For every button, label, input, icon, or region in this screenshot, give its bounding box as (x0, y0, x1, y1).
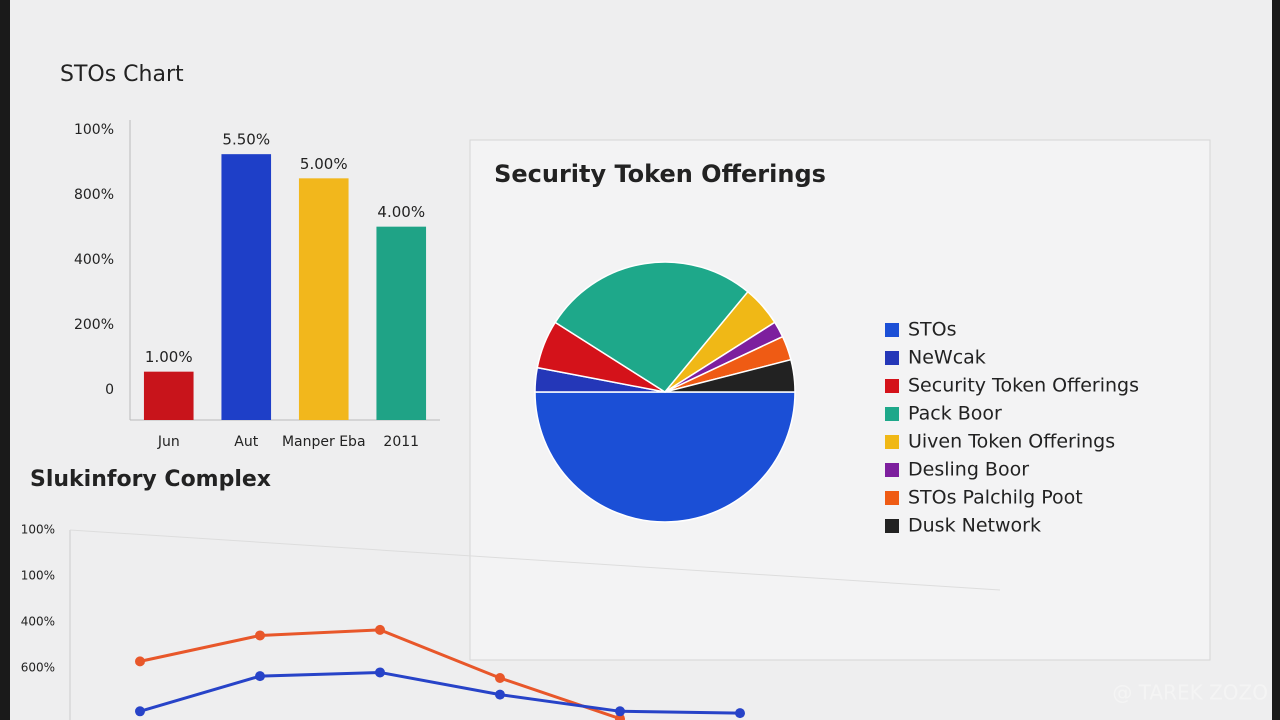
y-axis-label: 400% (21, 615, 55, 629)
line-point (615, 706, 625, 717)
bar (376, 226, 427, 420)
value-label: 4.00% (377, 203, 425, 221)
legend-swatch (885, 519, 899, 533)
pie-slice (664, 358, 796, 393)
legend-label: Pack Boor (908, 403, 1002, 425)
x-tick-label: Jun (157, 434, 180, 450)
legend-label: STOs (908, 319, 957, 341)
y-axis-label: 800% (74, 187, 114, 203)
legend-label: Uiven Token Offerings (908, 431, 1115, 453)
legend-swatch (885, 323, 899, 337)
line-point (495, 673, 505, 683)
chart-title: STOs Chart (60, 62, 184, 87)
legend-label: Dusk Network (908, 515, 1041, 537)
legend-swatch (885, 379, 899, 393)
line-point (255, 671, 265, 682)
line-point (375, 667, 385, 678)
chart-title: Slukinfory Complex (30, 467, 271, 492)
y-axis-label: 100% (21, 569, 55, 583)
watermark: @ TAREK ZOZO (1112, 681, 1268, 705)
chart-title: Security Token Offerings (494, 160, 826, 188)
legend-swatch (885, 407, 899, 421)
x-tick-label: Aut (234, 434, 258, 450)
value-label: 1.00% (145, 348, 193, 366)
line-point (735, 708, 745, 719)
bar (298, 178, 349, 420)
y-axis-label: 600% (21, 661, 55, 675)
line-series (139, 670, 741, 715)
x-tick-label: Manper Eba (282, 434, 366, 450)
legend-label: NeWcak (908, 347, 986, 369)
legend-swatch (885, 491, 899, 505)
pie-slice (554, 261, 749, 393)
y-axis-label: 200% (74, 317, 114, 333)
line-point (495, 689, 505, 700)
line-point (375, 624, 385, 635)
x-tick-label: 2011 (383, 434, 419, 450)
y-axis-label: 0 (105, 382, 114, 398)
line-point (135, 706, 145, 717)
pie-slice (534, 391, 796, 523)
y-axis-label: 100% (74, 122, 114, 138)
line-point (255, 630, 265, 641)
bar (143, 371, 194, 420)
legend-swatch (885, 435, 899, 449)
line-point (135, 656, 145, 667)
y-axis-label: 100% (21, 523, 55, 537)
legend-label: Security Token Offerings (908, 375, 1139, 397)
legend-swatch (885, 351, 899, 365)
y-axis-label: 400% (74, 252, 114, 268)
value-label: 5.50% (222, 131, 270, 149)
legend-label: STOs Palchilg Poot (908, 487, 1083, 509)
bar (221, 154, 272, 420)
legend-label: Desling Boor (908, 459, 1029, 481)
legend-swatch (885, 463, 899, 477)
value-label: 5.00% (300, 155, 348, 173)
frame (69, 529, 1001, 591)
